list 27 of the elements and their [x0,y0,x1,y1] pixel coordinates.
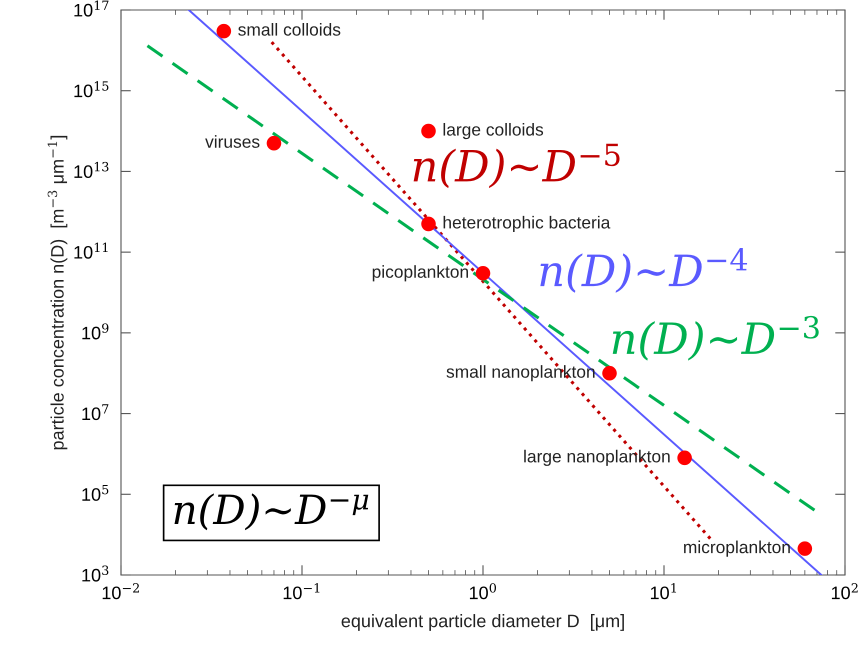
x-tick-label: 10$^{1}$ [650,583,676,600]
y-tick-label: 10$^{9}$ [82,323,108,340]
series-label: n(D)~D$^{−5}$ [414,144,620,188]
series-label: n(D)~D$^{−4}$ [540,248,748,293]
x-tick-label: 10$^{2}$ [832,583,858,600]
annotation: n(D)~D$^{−μ}$ [174,493,368,530]
x-tick-label: 10$^{−1}$ [284,583,320,600]
x-tick-label: 10$^{0}$ [470,583,496,600]
y-tick-label: 10$^{11}$ [74,242,108,259]
y-tick-label: 10$^{5}$ [82,484,108,501]
series-label: n(D)~D$^{−3}$ [612,316,819,361]
x-tick-label: 10$^{−2}$ [102,583,139,600]
annotation: viruses [205,135,260,148]
annotation: small colloids [238,23,340,36]
annotation: small nanoplankton [446,365,595,382]
y-tick-label: 10$^{17}$ [74,0,108,17]
annotation: large colloids [444,122,544,140]
y-axis-title: particle concentration n(D) [m$^{−3}$ μm$^{−1}$] [48,136,68,450]
annotation: heterotrophic bacteria [444,216,610,232]
annotation: large nanoplankton [524,450,670,466]
y-tick-label: 10$^{3}$ [82,565,108,582]
y-tick-label: 10$^{13}$ [74,162,108,178]
y-tick-label: 10$^{7}$ [82,404,108,420]
x-axis-title: equivalent particle diameter D [μm] [342,614,624,631]
annotation: microplankton [684,540,790,557]
y-tick-label: 10$^{15}$ [74,81,108,98]
annotation: picoplankton [372,265,468,282]
